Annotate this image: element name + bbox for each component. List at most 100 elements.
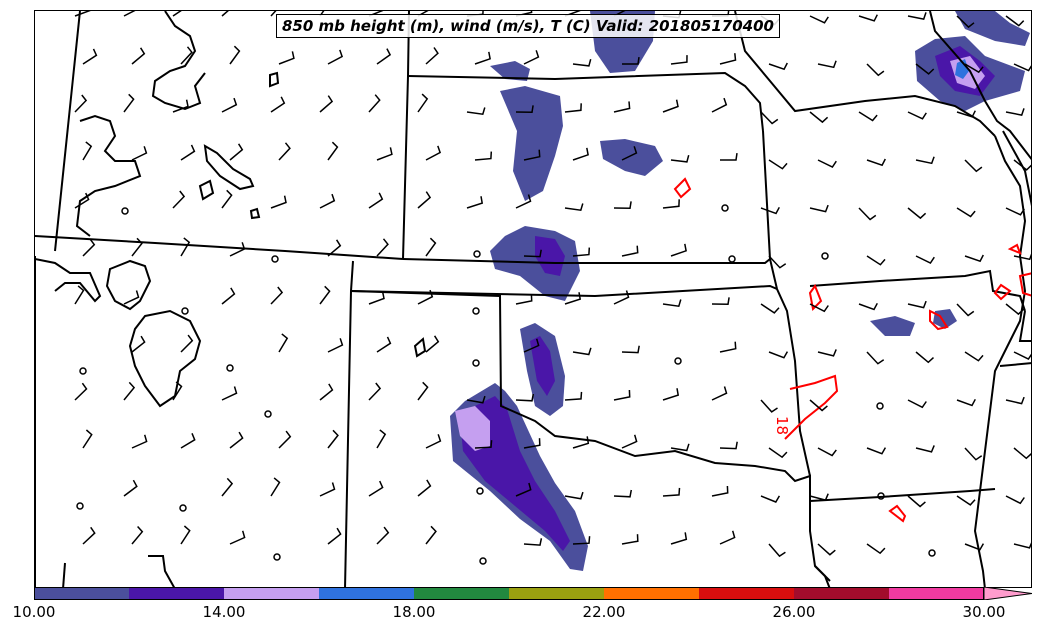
wind-barb [74,11,91,17]
wind-barb [817,349,837,357]
wind-barb [572,247,591,257]
wind-barb [907,399,927,409]
wind-barb [425,434,442,449]
wind-barb [760,399,778,413]
contour-loop-a [203,144,255,191]
wind-barb [123,11,136,17]
wind-barb [1013,542,1031,549]
shade-nebraska-top [490,61,530,81]
wind-barb [564,103,582,113]
boundary-ar-ms [1018,310,1031,342]
boundary-mo-ar [809,269,1026,312]
wind-barb [131,335,146,353]
wind-barb [817,159,837,168]
temp-contour-east-b [993,283,1012,301]
colorbar-bin [414,587,510,600]
boundary-mo-east [1002,130,1031,207]
wind-barb [760,495,781,503]
calm-wind-circle [181,307,189,315]
wind-barb [82,429,93,449]
calm-wind-circle [728,255,736,263]
wind-barb [376,147,393,161]
wind-barb [327,141,339,161]
wind-barb [817,447,837,457]
wind-barb [809,111,829,124]
wind-barb [866,447,887,455]
contour-rockies-top [151,11,206,111]
wind-barb [613,290,630,305]
wind-barb [1013,253,1031,261]
colorbar-bin [509,587,605,600]
shade-oklahoma-core [530,336,555,396]
wind-barb [1005,15,1025,27]
wind-barbs [74,11,1031,558]
wind-barb [368,291,385,305]
wind-barb [760,206,780,215]
wind-barb [809,399,828,412]
wind-barb [711,386,728,401]
wind-barb [417,93,429,113]
wind-barb [858,207,877,221]
wind-barb [417,191,432,209]
wind-barb [515,105,534,114]
temperature-contours [673,177,1031,523]
calm-wind-circle [721,204,729,212]
contour-loop-c [269,71,280,88]
calm-wind-circle [271,255,279,263]
calm-wind-circle [79,367,87,375]
wind-barb [670,155,690,163]
temp-contour-east-c [1018,272,1031,297]
wind-barb [327,338,344,353]
wind-barb [670,443,690,452]
wind-barb [229,143,244,161]
boundary-co-west [54,11,81,252]
wind-barb [229,431,244,449]
wind-barb [768,447,788,459]
wind-barb [180,237,191,257]
wind-barb [858,14,878,22]
wind-barb [662,299,682,308]
wind-barb [866,543,886,555]
wind-barb [809,493,829,501]
wind-barb [670,55,688,65]
calm-wind-circle [226,364,234,372]
wind-barb [270,11,277,17]
wind-barb [123,290,140,305]
wind-barb [229,45,241,65]
wind-barb [760,303,780,314]
colorbar-tick-label: 18.00 [392,603,436,621]
wind-barb [74,285,85,305]
colorbar-tick-label: 14.00 [202,603,246,621]
wind-barb [572,436,590,449]
wind-barb [466,196,484,209]
wind-barb [523,149,541,161]
wind-barb [817,543,836,556]
wind-barb [809,15,829,24]
shade-missouri [870,316,915,336]
wind-barb [319,383,334,401]
wind-barb [1005,207,1025,216]
wind-barb [956,110,976,118]
wind-barb [466,107,486,116]
map-canvas: 18 [35,11,1031,587]
wind-barb [270,477,281,497]
wind-barb [131,47,146,65]
wind-barb [1013,159,1031,171]
wind-barb [515,293,533,305]
wind-barb [221,97,238,113]
wind-barb [466,395,486,404]
wind-barb [82,238,96,257]
wind-barb [131,237,143,257]
calm-wind-circles [76,204,936,565]
wind-barb [613,389,631,401]
wind-barb [221,287,236,305]
shade-texas-max [455,406,490,451]
shade-missouri-east [933,309,957,329]
shade-nebraska-strip [500,86,563,201]
colorbar-tick-label: 10.00 [12,603,56,621]
wind-barb [229,530,246,545]
shade-north-east [955,11,1030,46]
colorbar-bin [34,587,130,600]
colorbar-tick-label: 30.00 [962,603,1006,621]
wind-barb [711,297,730,306]
